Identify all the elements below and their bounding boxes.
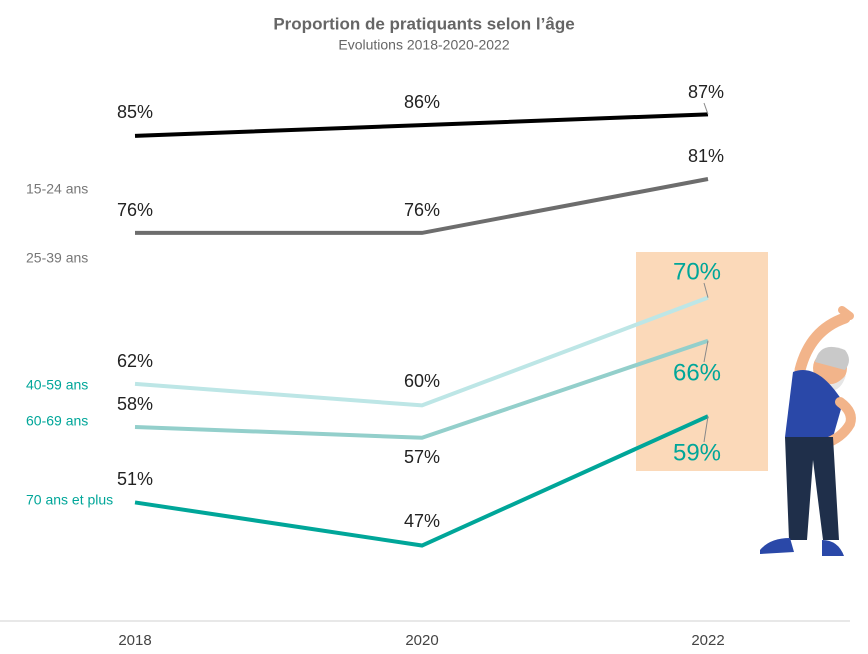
line bbox=[134, 112, 709, 138]
chart-subtitle: Evolutions 2018-2020-2022 bbox=[338, 37, 509, 53]
legend-label: 40-59 ans bbox=[26, 377, 88, 393]
data-label: 66% bbox=[673, 359, 721, 386]
data-label: 86% bbox=[404, 92, 440, 112]
leader-line bbox=[703, 416, 709, 443]
data-label: 62% bbox=[117, 351, 153, 371]
data-label: 85% bbox=[117, 102, 153, 122]
data-label: 51% bbox=[117, 469, 153, 489]
leader-line bbox=[703, 282, 709, 298]
line bbox=[134, 295, 709, 408]
person-illustration bbox=[760, 306, 856, 556]
legend-label: 25-39 ans bbox=[26, 250, 88, 266]
data-label: 76% bbox=[404, 200, 440, 220]
x-tick-label: 2018 bbox=[118, 632, 151, 649]
x-tick-label: 2022 bbox=[691, 632, 724, 649]
line bbox=[135, 177, 709, 235]
legend-label: 60-69 ans bbox=[26, 413, 88, 429]
data-label: 87% bbox=[688, 82, 724, 102]
data-label: 81% bbox=[688, 146, 724, 166]
leader-line bbox=[703, 102, 709, 115]
data-label: 70% bbox=[673, 258, 721, 285]
x-tick-label: 2020 bbox=[405, 632, 438, 649]
line bbox=[134, 338, 709, 440]
data-label: 47% bbox=[404, 511, 440, 531]
line bbox=[134, 414, 709, 548]
legend-label: 70 ans et plus bbox=[26, 492, 113, 508]
data-label: 60% bbox=[404, 371, 440, 391]
data-label: 58% bbox=[117, 394, 153, 414]
chart-title: Proportion de pratiquants selon l’âge bbox=[273, 14, 574, 33]
highlight-box bbox=[636, 252, 768, 471]
data-label: 76% bbox=[117, 200, 153, 220]
legend-label: 15-24 ans bbox=[26, 181, 88, 197]
data-label: 59% bbox=[673, 439, 721, 466]
data-label: 57% bbox=[404, 447, 440, 467]
leader-line bbox=[703, 340, 709, 363]
